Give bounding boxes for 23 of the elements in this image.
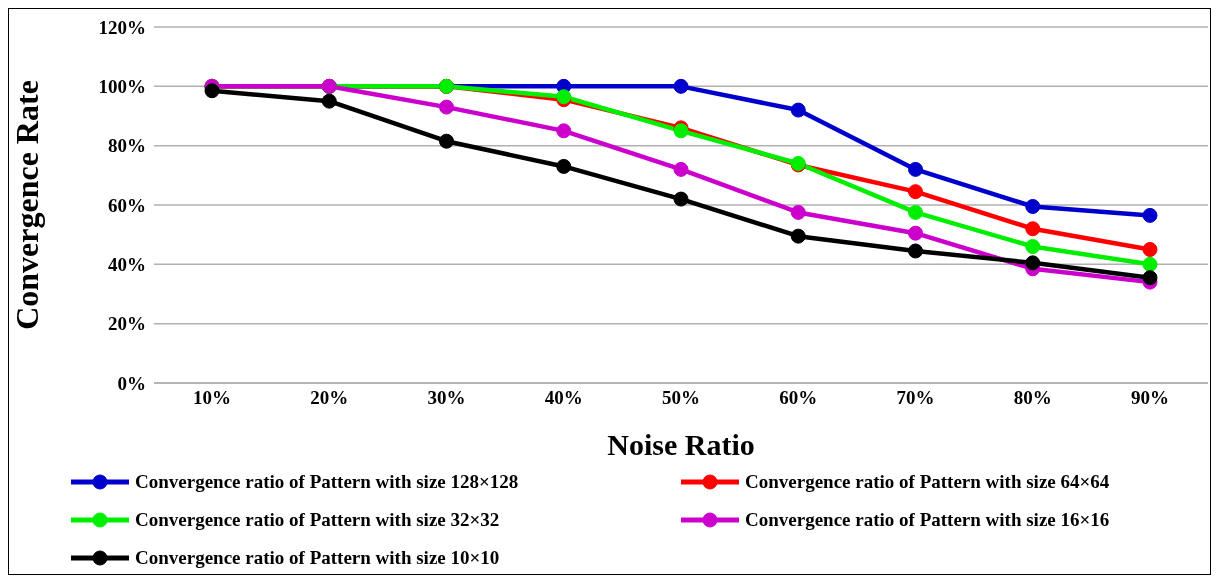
y-tick-label: 20%	[108, 313, 146, 335]
x-tick-label: 70%	[896, 387, 935, 409]
y-tick-label: 60%	[108, 194, 146, 216]
legend-label: Convergence ratio of Pattern with size 128×128	[135, 471, 519, 493]
x-tick-label: 90%	[1131, 387, 1169, 409]
x-tick-label: 50%	[662, 387, 700, 409]
x-axis-title: Noise Ratio	[607, 428, 755, 461]
y-tick-label: 40%	[108, 254, 146, 276]
x-tick-label: 10%	[193, 387, 231, 409]
legend-label: Convergence ratio of Pattern with size 10×10	[135, 547, 500, 569]
x-tick-label: 20%	[310, 387, 349, 409]
x-tick-label: 80%	[1013, 387, 1052, 409]
y-tick-label: 80%	[108, 135, 146, 157]
legend-label: Convergence ratio of Pattern with size 64×64	[745, 471, 1110, 493]
legend-label: Convergence ratio of Pattern with size 16×16	[745, 509, 1110, 531]
y-tick-label: 0%	[117, 372, 146, 394]
y-axis-title: Convergence Rate	[9, 80, 46, 330]
x-tick-label: 40%	[544, 387, 583, 409]
legend-label: Convergence ratio of Pattern with size 32×32	[135, 509, 500, 531]
x-tick-label: 30%	[427, 387, 466, 409]
y-tick-label: 120%	[98, 16, 146, 38]
y-tick-label: 100%	[98, 76, 146, 98]
x-tick-label: 60%	[779, 387, 818, 409]
